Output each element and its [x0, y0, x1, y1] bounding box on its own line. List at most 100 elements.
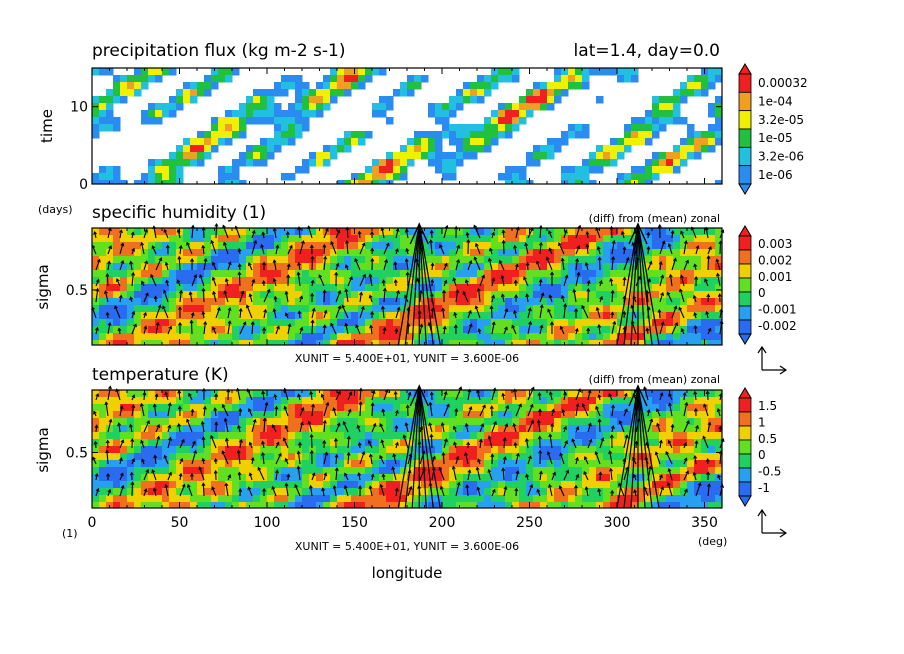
wind-vector-head [574, 327, 579, 332]
contour-cell [547, 460, 555, 468]
contour-cell [547, 145, 555, 153]
contour-cell [127, 82, 135, 90]
contour-cell [281, 474, 289, 482]
contour-cell [99, 110, 107, 118]
wind-vector-head [646, 245, 651, 250]
contour-cell [260, 312, 268, 320]
contour-cell [197, 138, 205, 146]
wind-vector-head [300, 407, 305, 411]
contour-cell [106, 103, 114, 111]
wind-vector [659, 322, 664, 335]
contour-cell [484, 446, 492, 454]
contour-cell [288, 75, 296, 83]
contour-cell [232, 319, 240, 327]
contour-cell [92, 277, 100, 285]
wind-vector [491, 278, 495, 287]
contour-cell [169, 418, 177, 426]
wind-vector [215, 307, 221, 319]
contour-cell [211, 249, 219, 257]
contour-cell [169, 284, 177, 292]
contour-cell [197, 305, 205, 313]
contour-cell [708, 340, 716, 345]
contour-cell [148, 263, 156, 271]
contour-cell [274, 312, 282, 320]
contour-cell [519, 432, 527, 440]
contour-cell [358, 326, 366, 334]
contour-cell [246, 411, 254, 419]
contour-cell [295, 117, 303, 125]
wind-vector [239, 291, 244, 303]
contour-cell [113, 474, 121, 482]
wind-vector-head [213, 458, 218, 462]
contour-cell [547, 474, 555, 482]
wind-vector [671, 258, 677, 271]
contour-cell [99, 242, 107, 250]
contour-cell [519, 249, 527, 257]
contour-cell [582, 453, 590, 461]
contour-cell [421, 242, 429, 250]
contour-cell [491, 432, 499, 440]
contour-cell [575, 460, 583, 468]
contour-cell [232, 397, 240, 405]
contour-cell [687, 404, 695, 412]
contour-cell [176, 432, 184, 440]
contour-cell [386, 96, 394, 104]
contour-cell [715, 333, 722, 341]
contour-cell [120, 418, 128, 426]
contour-cell [337, 418, 345, 426]
contour-cell [190, 390, 198, 398]
contour-cell [197, 263, 205, 271]
contour-cell [694, 411, 702, 419]
contour-cell [190, 270, 198, 278]
contour-cell [155, 418, 163, 426]
contour-cell [358, 460, 366, 468]
contour-cell [582, 242, 590, 250]
wind-vector-head [477, 328, 482, 333]
contour-cell [470, 284, 478, 292]
wind-vector [467, 260, 472, 271]
contour-cell [337, 249, 345, 257]
contour-cell [295, 110, 303, 118]
contour-cell [148, 474, 156, 482]
contour-cell [498, 284, 506, 292]
wind-vector-head [143, 311, 147, 316]
contour-cell [316, 96, 324, 104]
contour-cell [484, 277, 492, 285]
contour-cell [246, 117, 254, 125]
wind-vector [165, 392, 169, 401]
contour-cell [680, 502, 688, 508]
contour-cell [393, 235, 401, 243]
contour-cell [680, 453, 688, 461]
contour-cell [575, 131, 583, 139]
contour-cell [260, 110, 268, 118]
contour-cell [176, 96, 184, 104]
wind-vector-head [163, 228, 168, 233]
contour-cell [624, 319, 632, 327]
contour-cell [169, 159, 177, 167]
contour-cell [687, 418, 695, 426]
contour-cell [596, 96, 604, 104]
contour-cell [715, 68, 722, 76]
wind-vector [335, 290, 341, 303]
contour-cell [540, 228, 548, 236]
contour-cell [288, 305, 296, 313]
contour-cell [505, 124, 513, 132]
contour-cell [652, 404, 660, 412]
contour-cell [645, 467, 653, 475]
wind-vector [311, 308, 315, 319]
contour-cell [701, 291, 709, 299]
contour-cell [358, 404, 366, 412]
contour-cell [148, 159, 156, 167]
contour-cell [715, 453, 722, 461]
wind-vector-head [201, 244, 206, 249]
contour-cell [386, 166, 394, 174]
contour-cell [113, 411, 121, 419]
contour-cell [463, 96, 471, 104]
wind-vector [502, 230, 505, 239]
contour-cell [92, 180, 100, 184]
contour-cell [316, 411, 324, 419]
wind-vector [202, 288, 205, 303]
contour-cell [323, 467, 331, 475]
contour-cell [694, 418, 702, 426]
wind-vector-head [221, 450, 226, 455]
